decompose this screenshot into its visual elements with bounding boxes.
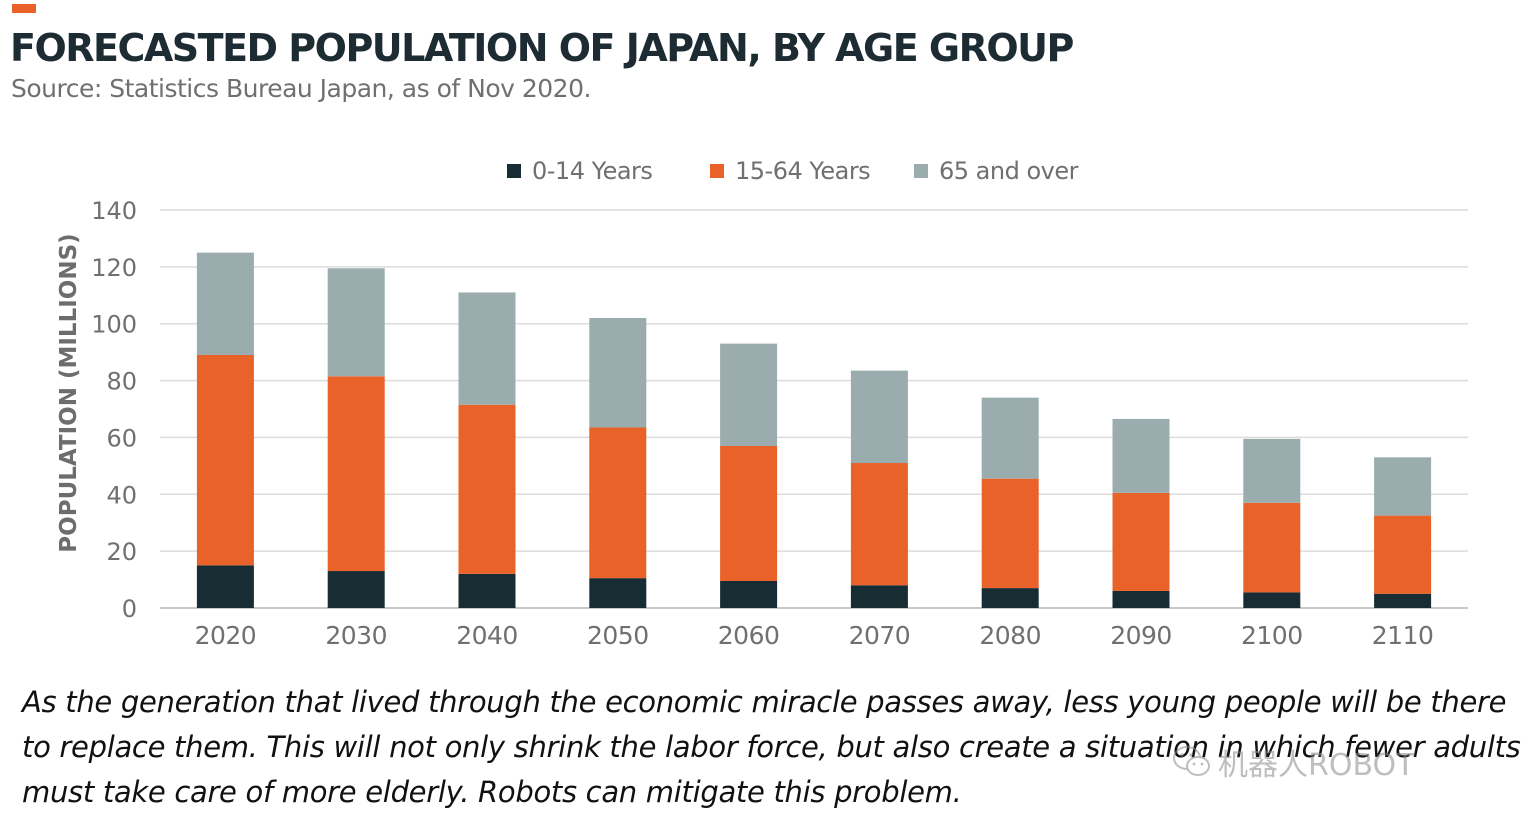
x-tick-label: 2030	[325, 621, 387, 650]
bar-segment	[196, 354, 254, 566]
bar-segment	[196, 565, 254, 608]
y-tick-label: 80	[106, 368, 137, 396]
legend-label: 0-14 Years	[532, 157, 652, 185]
bar-segment	[720, 580, 778, 608]
x-axis-ticks: 2020 2030 2040 2050 2060 2070 2080 2090 2100 2110	[195, 621, 1434, 650]
bar-segment	[720, 445, 778, 581]
x-tick-label: 2020	[195, 621, 257, 650]
y-tick-label: 120	[91, 254, 137, 282]
y-tick-label: 40	[106, 481, 137, 509]
bar-segment	[589, 427, 647, 579]
y-tick-label: 0	[122, 595, 137, 623]
x-tick-label: 2110	[1372, 621, 1434, 650]
bar-segment	[1374, 593, 1432, 608]
bar-segment	[327, 571, 385, 608]
bar-segment	[458, 404, 516, 574]
x-tick-label: 2090	[1110, 621, 1172, 650]
watermark: 机器人ROBOT	[1172, 740, 1414, 784]
legend-label: 65 and over	[939, 157, 1079, 185]
wechat-icon	[1173, 746, 1210, 776]
bar-segment	[1112, 590, 1170, 608]
bar-segment	[458, 292, 516, 405]
y-tick-label: 140	[91, 197, 137, 225]
bar-segment	[589, 318, 647, 428]
bar-segment	[850, 463, 908, 586]
bar-segment	[981, 397, 1039, 479]
chart-bars	[196, 252, 1432, 608]
x-tick-label: 2040	[456, 621, 518, 650]
bar-segment	[196, 252, 254, 355]
bar-segment	[458, 573, 516, 608]
bar-segment	[981, 588, 1039, 608]
bar-segment	[850, 370, 908, 464]
watermark-text: 机器人ROBOT	[1218, 748, 1415, 783]
legend-label: 15-64 Years	[735, 157, 870, 185]
caption-text: As the generation that lived through the…	[22, 685, 1521, 809]
x-tick-label: 2050	[587, 621, 649, 650]
bar-segment	[1374, 457, 1432, 516]
bar-segment	[1243, 592, 1301, 608]
legend-swatch	[507, 164, 521, 178]
x-tick-label: 2060	[718, 621, 780, 650]
y-tick-label: 20	[106, 538, 137, 566]
y-tick-label: 60	[106, 424, 137, 452]
x-tick-label: 2070	[849, 621, 911, 650]
chart-legend: 0-14 Years 15-64 Years 65 and over	[507, 157, 1079, 185]
bar-segment	[589, 578, 647, 608]
y-tick-label: 100	[91, 311, 137, 339]
bar-segment	[327, 268, 385, 377]
header-accent-bar	[12, 4, 36, 13]
page-subtitle: Source: Statistics Bureau Japan, as of N…	[11, 74, 591, 103]
bar-segment	[1243, 438, 1301, 503]
bar-segment	[1243, 502, 1301, 593]
x-tick-label: 2080	[979, 621, 1041, 650]
legend-swatch	[914, 164, 928, 178]
bar-segment	[327, 376, 385, 572]
page-title: FORECASTED POPULATION OF JAPAN, BY AGE G…	[10, 26, 1074, 70]
bar-segment	[720, 343, 778, 446]
y-axis-label: POPULATION (MILLIONS)	[56, 233, 82, 552]
stacked-bar-chart: 0-14 Years 15-64 Years 65 and over 0204060…	[56, 157, 1468, 650]
x-tick-label: 2100	[1241, 621, 1303, 650]
bar-segment	[1112, 418, 1170, 493]
legend-swatch	[710, 164, 724, 178]
y-axis-ticks: 0 20 40 60 80 100 120 140	[91, 197, 137, 623]
bar-segment	[1374, 515, 1432, 594]
bar-segment	[981, 478, 1039, 589]
bar-segment	[1112, 492, 1170, 591]
bar-segment	[850, 585, 908, 608]
